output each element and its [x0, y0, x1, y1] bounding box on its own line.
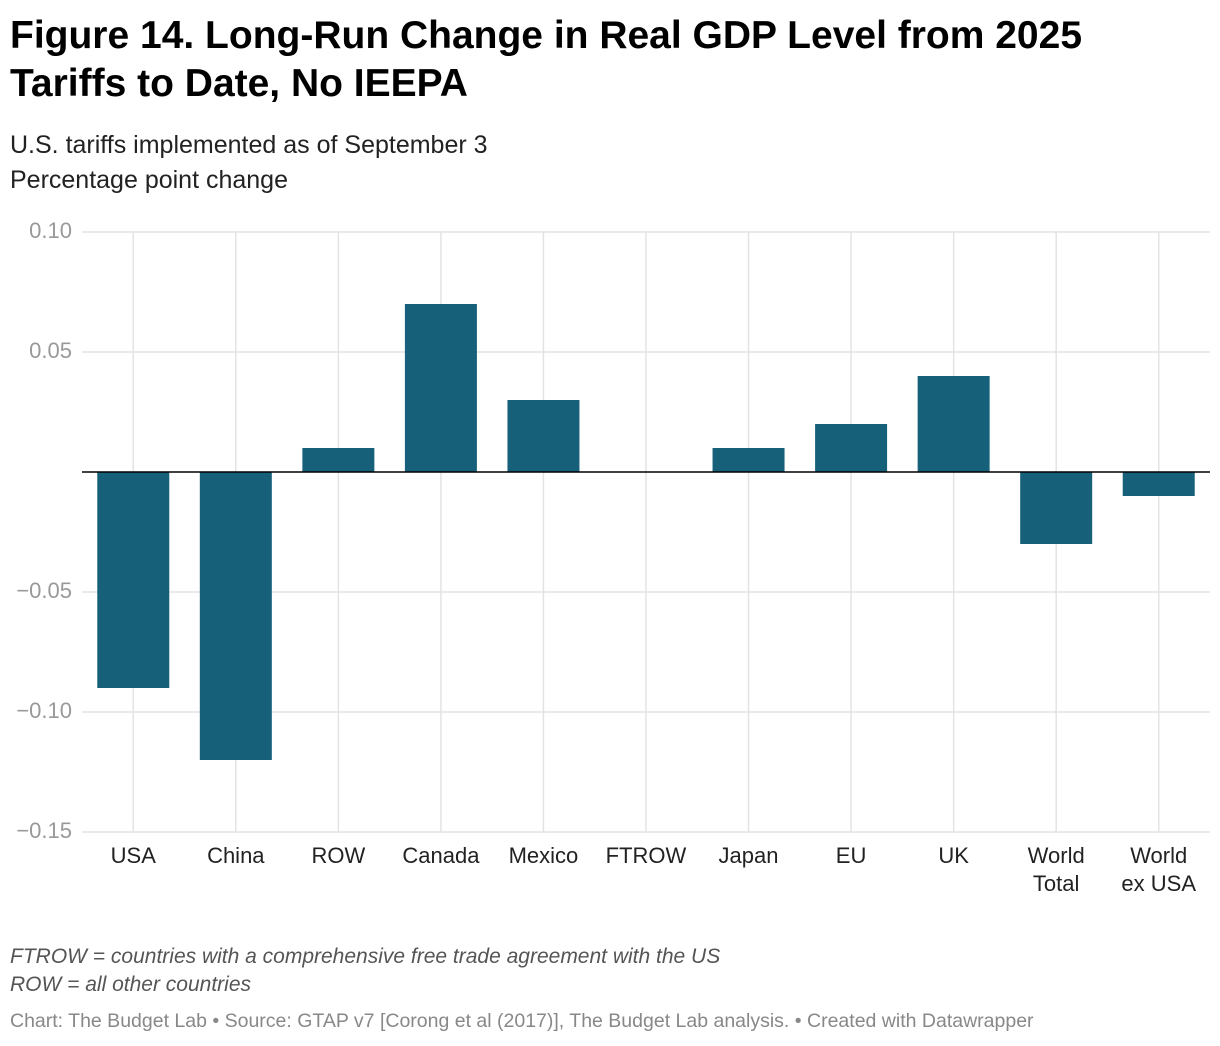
x-tick-label: Japan	[718, 843, 779, 868]
bar	[302, 448, 375, 472]
bar	[404, 304, 477, 472]
subtitle: U.S. tariffs implemented as of September…	[10, 131, 488, 159]
x-tick-label: China	[207, 843, 265, 868]
chart-title: Figure 14. Long-Run Change in Real GDP L…	[10, 14, 1083, 105]
x-tick-label: UK	[938, 843, 969, 868]
y-tick-label: −0.15	[16, 818, 72, 843]
bar	[507, 400, 580, 472]
bar	[1020, 472, 1093, 544]
x-tick-label: USA	[110, 843, 156, 868]
bar	[97, 472, 170, 688]
y-axis-label: Percentage point change	[10, 166, 288, 194]
bar	[917, 376, 990, 472]
x-tick-label: World Total	[1027, 843, 1085, 896]
x-tick-label: ROW	[311, 843, 366, 868]
y-tick-label: −0.10	[16, 698, 72, 723]
x-tick-label: Canada	[402, 843, 480, 868]
x-tick-label: World ex USA	[1121, 843, 1197, 896]
bar	[815, 424, 888, 472]
y-tick-label: 0.05	[29, 338, 72, 363]
y-tick-label: −0.05	[16, 578, 72, 603]
bar	[712, 448, 785, 472]
bar	[199, 472, 272, 760]
note: FTROW = countries with a comprehensive f…	[10, 945, 721, 968]
source: Chart: The Budget Lab • Source: GTAP v7 …	[10, 1010, 1034, 1032]
x-tick-label: EU	[835, 843, 867, 868]
note: ROW = all other countries	[10, 973, 252, 996]
y-tick-label: 0.10	[29, 218, 72, 243]
bar	[1122, 472, 1195, 496]
x-tick-label: Mexico	[508, 843, 579, 868]
x-tick-label: FTROW	[605, 843, 687, 868]
